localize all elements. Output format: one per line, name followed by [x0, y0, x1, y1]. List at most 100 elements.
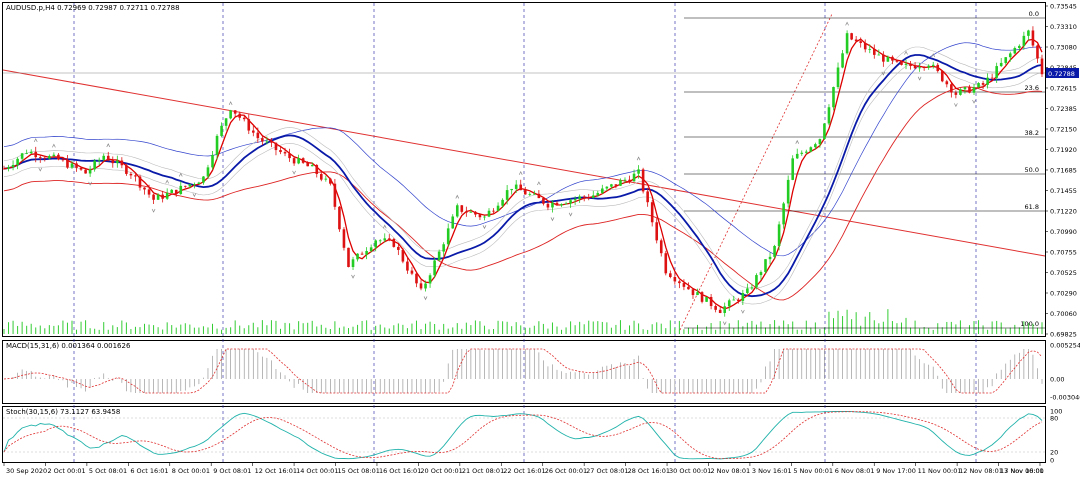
- candle: [528, 192, 532, 197]
- candle: [940, 70, 944, 83]
- candle: [415, 272, 418, 288]
- candle: [224, 117, 228, 131]
- candle: [795, 148, 799, 159]
- candle: [872, 44, 876, 59]
- fractal-down-arrow: [38, 167, 43, 172]
- current-price-badge: [1046, 68, 1079, 78]
- vertical-grid-lines: [73, 3, 977, 463]
- candle: [116, 155, 119, 168]
- time-tick-label: 30 Oct 00:01: [669, 467, 711, 475]
- candle: [270, 138, 273, 148]
- time-tick-label: 12 Nov 08:01: [959, 467, 1003, 475]
- time-tick-label: 6 Oct 16:01: [130, 467, 168, 475]
- candle: [886, 55, 890, 62]
- candle: [1022, 31, 1026, 50]
- candle: [193, 182, 196, 189]
- stoch-tick-label: 80: [1050, 415, 1058, 423]
- time-tick-label: 8 Oct 00:01: [172, 467, 210, 475]
- candle: [777, 221, 781, 251]
- stoch-tick-label: 0: [1050, 457, 1054, 465]
- candle: [301, 157, 305, 164]
- trend-lines: [2, 13, 1046, 331]
- candle: [161, 190, 164, 203]
- candle: [315, 164, 319, 178]
- candle: [723, 302, 727, 317]
- candle: [669, 270, 672, 279]
- candle: [981, 80, 985, 90]
- candle: [623, 177, 627, 184]
- fractal-up-arrow: [636, 156, 641, 161]
- candle: [129, 171, 133, 179]
- candle: [451, 214, 455, 229]
- candle: [496, 202, 500, 212]
- candle: [533, 190, 536, 195]
- current-price-label: 0.72788: [1048, 70, 1075, 78]
- candle: [977, 82, 980, 89]
- stoch-label: Stoch(30,15,6) 73.1127 63.9458: [6, 408, 120, 416]
- volume-bars: [3, 309, 1043, 334]
- candle: [809, 146, 813, 153]
- candle: [84, 169, 87, 174]
- candlesticks: [2, 26, 1044, 317]
- fractal-down-arrow: [722, 321, 727, 326]
- candle: [306, 161, 309, 167]
- fractal-arrows: [33, 21, 976, 326]
- candle: [968, 84, 971, 94]
- candle: [836, 62, 840, 90]
- candle: [211, 150, 214, 170]
- candle: [936, 62, 940, 73]
- candle: [1013, 46, 1017, 55]
- candle: [247, 114, 251, 135]
- candle: [111, 156, 115, 168]
- candle: [931, 61, 935, 69]
- candle: [165, 188, 169, 200]
- price-tick-label: 0.71920: [1050, 146, 1077, 154]
- candle: [999, 58, 1003, 68]
- candle: [492, 208, 495, 214]
- candle: [519, 179, 523, 191]
- candle: [1031, 26, 1035, 48]
- upper-band: [3, 42, 1043, 257]
- candle: [66, 154, 69, 169]
- time-tick-label: 14 Oct 00:01: [296, 467, 338, 475]
- stoch-signal-line: [3, 411, 1043, 460]
- price-tick-label: 0.71455: [1050, 187, 1077, 195]
- candle: [682, 279, 686, 291]
- candle: [97, 157, 101, 166]
- time-tick-label: 12 Oct 16:01: [255, 467, 297, 475]
- candle: [641, 167, 645, 194]
- fractal-up-arrow: [518, 170, 523, 175]
- candle: [229, 109, 232, 120]
- price-tick-label: 0.70755: [1050, 249, 1077, 257]
- candle: [428, 273, 432, 288]
- candle: [120, 157, 124, 169]
- candle: [152, 193, 155, 204]
- fractal-down-arrow: [423, 296, 428, 301]
- fractal-down-arrow: [351, 274, 355, 279]
- candle: [156, 193, 160, 200]
- candle: [832, 86, 835, 111]
- fractal-down-arrow: [482, 225, 487, 230]
- candle: [1018, 44, 1021, 52]
- candle: [664, 250, 668, 276]
- candle: [93, 158, 96, 172]
- candle: [913, 62, 917, 70]
- candle: [406, 256, 409, 274]
- candle: [397, 243, 400, 256]
- price-tick-label: 0.69825: [1050, 331, 1077, 339]
- price-tick-label: 0.70290: [1050, 290, 1077, 298]
- candle: [990, 73, 994, 80]
- time-tick-label: 22 Oct 16:01: [503, 467, 545, 475]
- candle: [632, 169, 636, 182]
- candle: [310, 162, 314, 167]
- macd-histogram: [8, 349, 1043, 393]
- fractal-up-arrow: [178, 172, 183, 177]
- candle: [750, 283, 754, 290]
- candle: [392, 237, 396, 248]
- macd-label: MACD(15,31,6) 0.001364 0.001626: [6, 342, 131, 350]
- candle: [52, 152, 56, 158]
- candle: [551, 200, 554, 213]
- time-tick-label: 2 Oct 00:01: [47, 467, 85, 475]
- candle: [233, 110, 237, 117]
